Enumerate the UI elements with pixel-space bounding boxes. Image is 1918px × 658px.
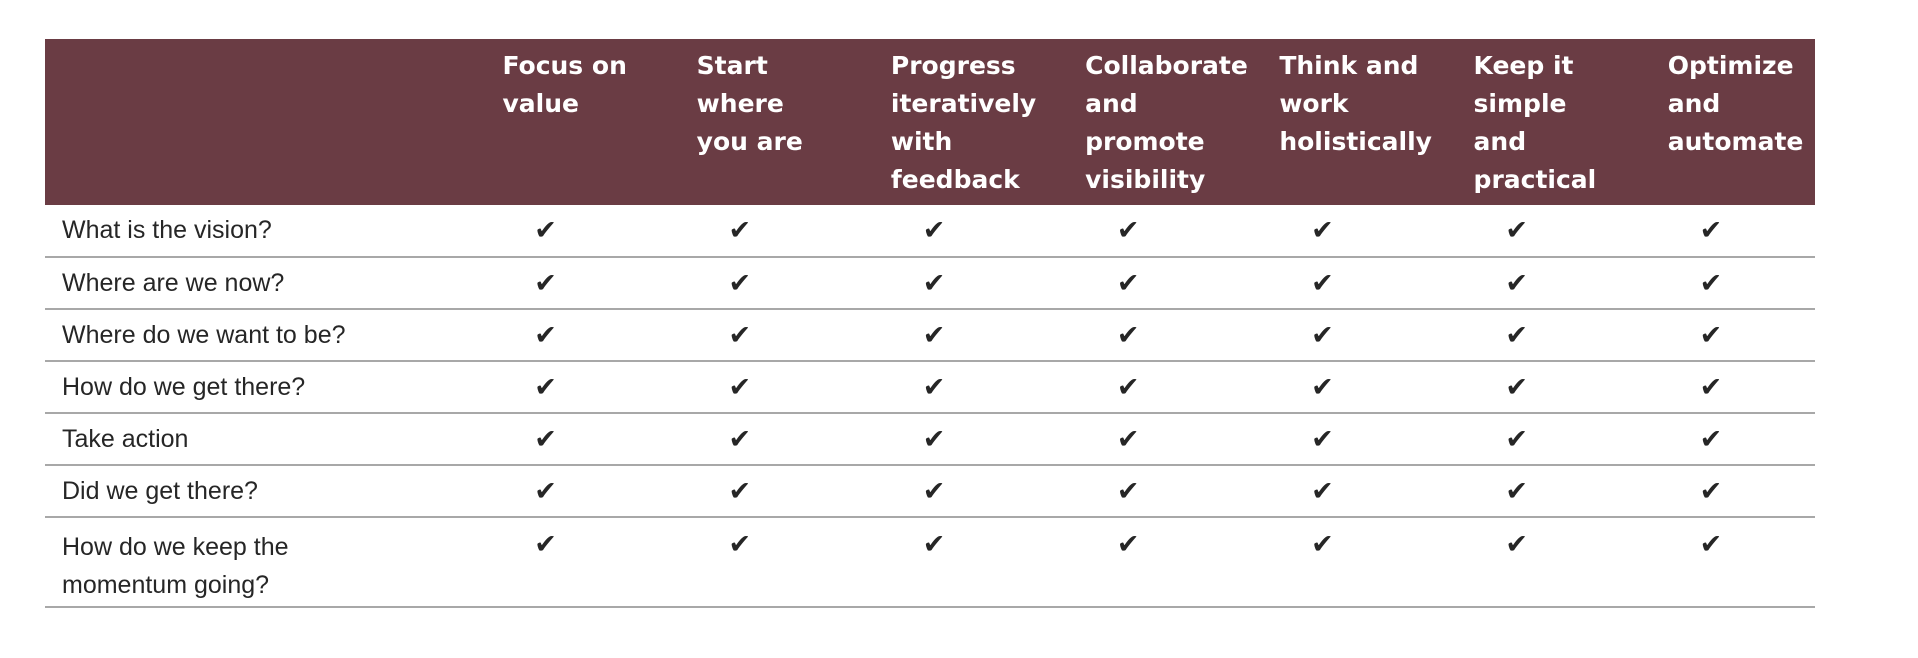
table-row: Did we get there? ✔ ✔ ✔ ✔ ✔ ✔ ✔ (45, 465, 1815, 518)
weak-check-icon: ✔ (649, 205, 844, 258)
matrix-header: Focus on value Start where you are Progr… (45, 39, 1815, 205)
weak-check-icon: ✔ (1620, 413, 1815, 466)
question-label: Where are we now? (45, 257, 456, 310)
weak-check-icon: ✔ (843, 517, 1039, 608)
strong-check-icon: ✔ (1426, 309, 1621, 362)
strong-check-icon: ✔ (1038, 517, 1233, 608)
matrix-body: What is the vision? ✔ ✔ ✔ ✔ ✔ ✔ ✔ Where are we n… (45, 205, 1815, 608)
strong-check-icon: ✔ (455, 413, 650, 466)
weak-check-icon: ✔ (843, 257, 1039, 310)
strong-check-icon: ✔ (843, 309, 1039, 362)
header-row: Focus on value Start where you are Progr… (45, 39, 1815, 205)
strong-check-icon: ✔ (1232, 517, 1427, 608)
weak-check-icon: ✔ (1620, 257, 1815, 310)
weak-check-icon: ✔ (843, 465, 1039, 518)
weak-check-icon: ✔ (455, 361, 650, 414)
weak-check-icon: ✔ (843, 205, 1039, 258)
strong-check-icon: ✔ (1232, 361, 1427, 414)
principle-header: Collaborate and promote visibility (1038, 39, 1248, 205)
weak-check-icon: ✔ (1620, 361, 1815, 414)
strong-check-icon: ✔ (455, 205, 650, 258)
principle-header: Keep it simple and practical (1426, 39, 1621, 205)
strong-check-icon: ✔ (1232, 309, 1427, 362)
strong-check-icon: ✔ (649, 257, 844, 310)
strong-check-icon: ✔ (1038, 205, 1233, 258)
table-row: How do we keep the momentum going? ✔ ✔ ✔ ✔ ✔ ✔… (45, 517, 1815, 608)
question-label: Where do we want to be? (45, 309, 456, 362)
weak-check-icon: ✔ (1038, 309, 1233, 362)
weak-check-icon: ✔ (1426, 517, 1621, 608)
principle-header: Focus on value (455, 39, 650, 205)
weak-check-icon: ✔ (455, 257, 650, 310)
weak-check-icon: ✔ (1426, 257, 1621, 310)
weak-check-icon: ✔ (1426, 205, 1621, 258)
strong-check-icon: ✔ (1038, 257, 1233, 310)
table-row: How do we get there? ✔ ✔ ✔ ✔ ✔ ✔ ✔ (45, 361, 1815, 414)
weak-check-icon: ✔ (1232, 257, 1427, 310)
weak-check-icon: ✔ (649, 361, 844, 414)
principle-header: Optimize and automate (1620, 39, 1815, 205)
weak-check-icon: ✔ (1620, 465, 1815, 518)
strong-check-icon: ✔ (843, 413, 1039, 466)
question-label: How do we keep the momentum going? (45, 517, 456, 608)
strong-check-icon: ✔ (1038, 413, 1233, 466)
weak-check-icon: ✔ (455, 309, 650, 362)
table-row: What is the vision? ✔ ✔ ✔ ✔ ✔ ✔ ✔ (45, 205, 1815, 258)
weak-check-icon: ✔ (1426, 465, 1621, 518)
weak-check-icon: ✔ (649, 413, 844, 466)
strong-check-icon: ✔ (1038, 361, 1233, 414)
strong-check-icon: ✔ (843, 361, 1039, 414)
header-corner-cell (45, 39, 456, 205)
question-label: How do we get there? (45, 361, 456, 414)
question-label-text: How do we keep the momentum going? (62, 533, 289, 599)
strong-check-icon: ✔ (1232, 465, 1427, 518)
principle-header: Think and work holistically (1232, 39, 1432, 205)
table-row: Where do we want to be? ✔ ✔ ✔ ✔ ✔ ✔ ✔ (45, 309, 1815, 362)
strong-check-icon: ✔ (1620, 309, 1815, 362)
question-label: Did we get there? (45, 465, 456, 518)
table-row: Take action ✔ ✔ ✔ ✔ ✔ ✔ ✔ (45, 413, 1815, 466)
weak-check-icon: ✔ (649, 465, 844, 518)
strong-check-icon: ✔ (1620, 517, 1815, 608)
principle-header: Start where you are (649, 39, 844, 205)
strong-check-icon: ✔ (1038, 465, 1233, 518)
weak-check-icon: ✔ (1620, 205, 1815, 258)
question-label: Take action (45, 413, 456, 466)
weak-check-icon: ✔ (649, 309, 844, 362)
strong-check-icon: ✔ (455, 465, 650, 518)
strong-check-icon: ✔ (1232, 205, 1427, 258)
principles-matrix: Focus on value Start where you are Progr… (45, 39, 1815, 608)
question-label: What is the vision? (45, 205, 456, 258)
strong-check-icon: ✔ (1426, 361, 1621, 414)
weak-check-icon: ✔ (1426, 413, 1621, 466)
strong-check-icon: ✔ (455, 517, 650, 608)
weak-check-icon: ✔ (649, 517, 844, 608)
table-row: Where are we now? ✔ ✔ ✔ ✔ ✔ ✔ ✔ (45, 257, 1815, 310)
principle-header: Progress iteratively with feedback (843, 39, 1039, 205)
weak-check-icon: ✔ (1232, 413, 1427, 466)
